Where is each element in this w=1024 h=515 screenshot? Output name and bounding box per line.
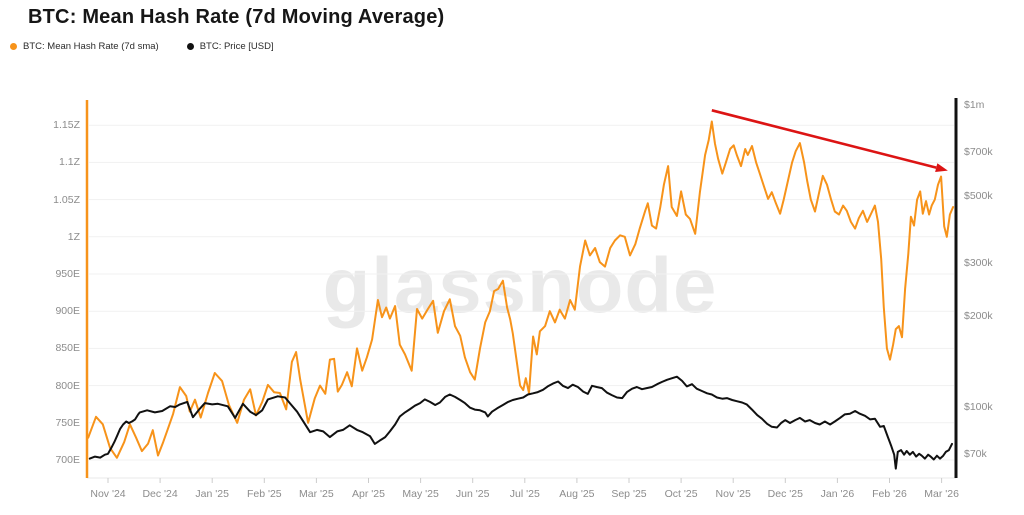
legend-item-hash-rate[interactable]: BTC: Mean Hash Rate (7d sma) <box>10 41 159 52</box>
trend-arrow-head-icon <box>935 163 948 172</box>
legend-item-price[interactable]: BTC: Price [USD] <box>186 41 274 52</box>
legend-label-hash-rate: BTC: Mean Hash Rate (7d sma) <box>23 41 159 52</box>
legend-dot-orange-icon <box>10 43 17 50</box>
legend-dot-black-icon <box>186 43 194 50</box>
hash-rate-line-series <box>87 120 955 459</box>
page-title: BTC: Mean Hash Rate (7d Moving Average) <box>28 6 445 28</box>
legend-label-price: BTC: Price [USD] <box>199 41 274 52</box>
chart-legend: BTC: Mean Hash Rate (7d sma) BTC: Price … <box>10 41 274 52</box>
price-line-series <box>88 375 953 470</box>
trend-arrow-line <box>711 109 937 169</box>
